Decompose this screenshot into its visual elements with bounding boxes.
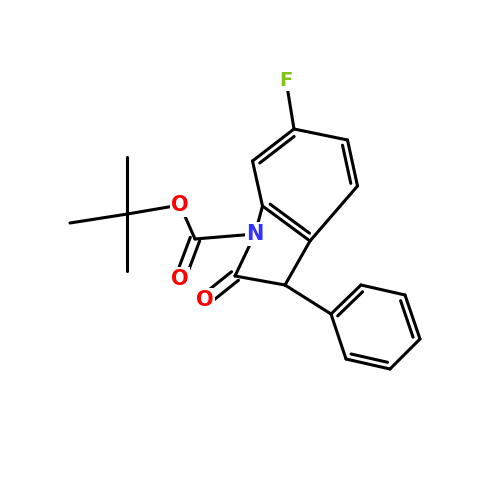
- Text: O: O: [171, 195, 189, 215]
- Text: F: F: [280, 70, 292, 90]
- Text: O: O: [171, 269, 189, 289]
- Text: O: O: [196, 290, 214, 310]
- Text: N: N: [246, 224, 264, 244]
